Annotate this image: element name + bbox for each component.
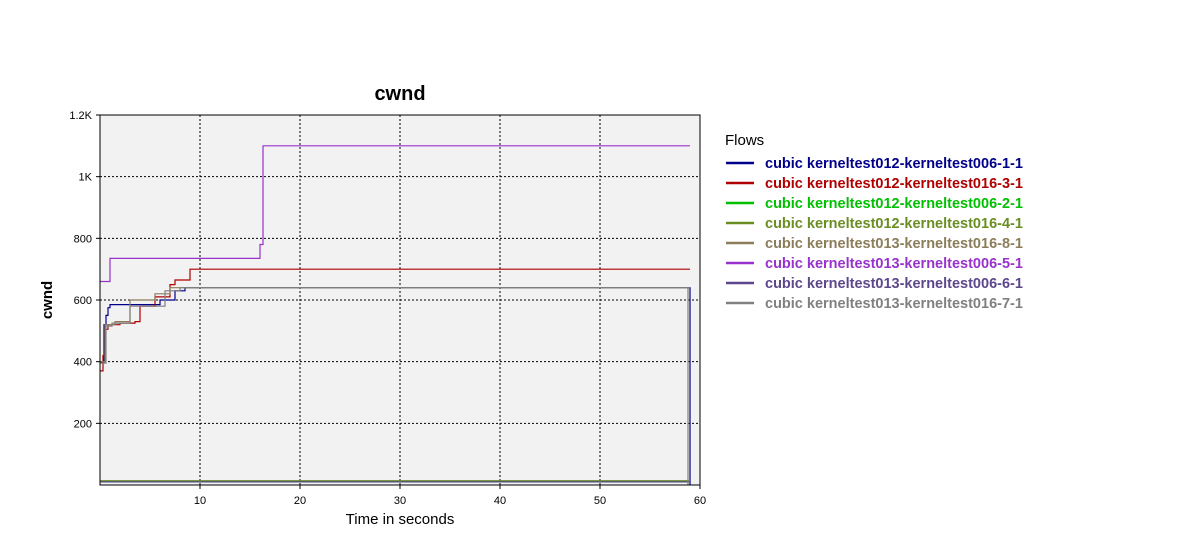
x-axis-ticks: 10 20 30 40 50 60: [194, 485, 706, 507]
x-tick-label: 20: [294, 495, 306, 507]
y-tick-label: 1K: [79, 172, 93, 184]
x-tick-label: 40: [494, 495, 506, 507]
series-line-8: [100, 287, 689, 485]
x-tick-label: 50: [594, 495, 606, 507]
grid: [100, 115, 700, 485]
legend-label: cubic kerneltest012-kerneltest016-3-1: [765, 176, 1023, 192]
chart-title: cwnd: [374, 83, 425, 105]
y-axis-ticks: 200 400 600 800 1K 1.2K: [69, 110, 100, 430]
legend-label: cubic kerneltest013-kerneltest006-6-1: [765, 276, 1023, 292]
legend-label: cubic kerneltest013-kerneltest016-7-1: [765, 296, 1023, 312]
series-layer: [100, 145, 691, 485]
y-tick-label: 1.2K: [69, 110, 92, 122]
y-tick-label: 200: [74, 418, 92, 430]
legend-label: cubic kerneltest012-kerneltest006-2-1: [765, 196, 1023, 212]
legend: Flows cubic kerneltest012-kerneltest006-…: [725, 132, 1023, 312]
legend-label: cubic kerneltest012-kerneltest006-1-1: [765, 156, 1023, 172]
legend-label: cubic kerneltest013-kerneltest006-5-1: [765, 256, 1023, 272]
legend-title: Flows: [725, 132, 764, 149]
x-tick-label: 10: [194, 495, 206, 507]
y-axis-title: cwnd: [39, 281, 56, 319]
legend-label: cubic kerneltest012-kerneltest016-4-1: [765, 216, 1023, 232]
legend-label: cubic kerneltest013-kerneltest016-8-1: [765, 236, 1023, 252]
series-line-6: [100, 145, 690, 283]
y-tick-label: 400: [74, 357, 92, 369]
y-tick-label: 600: [74, 295, 92, 307]
y-tick-label: 800: [74, 233, 92, 245]
x-tick-label: 30: [394, 495, 406, 507]
x-tick-label: 60: [694, 495, 706, 507]
x-axis-title: Time in seconds: [346, 511, 455, 528]
